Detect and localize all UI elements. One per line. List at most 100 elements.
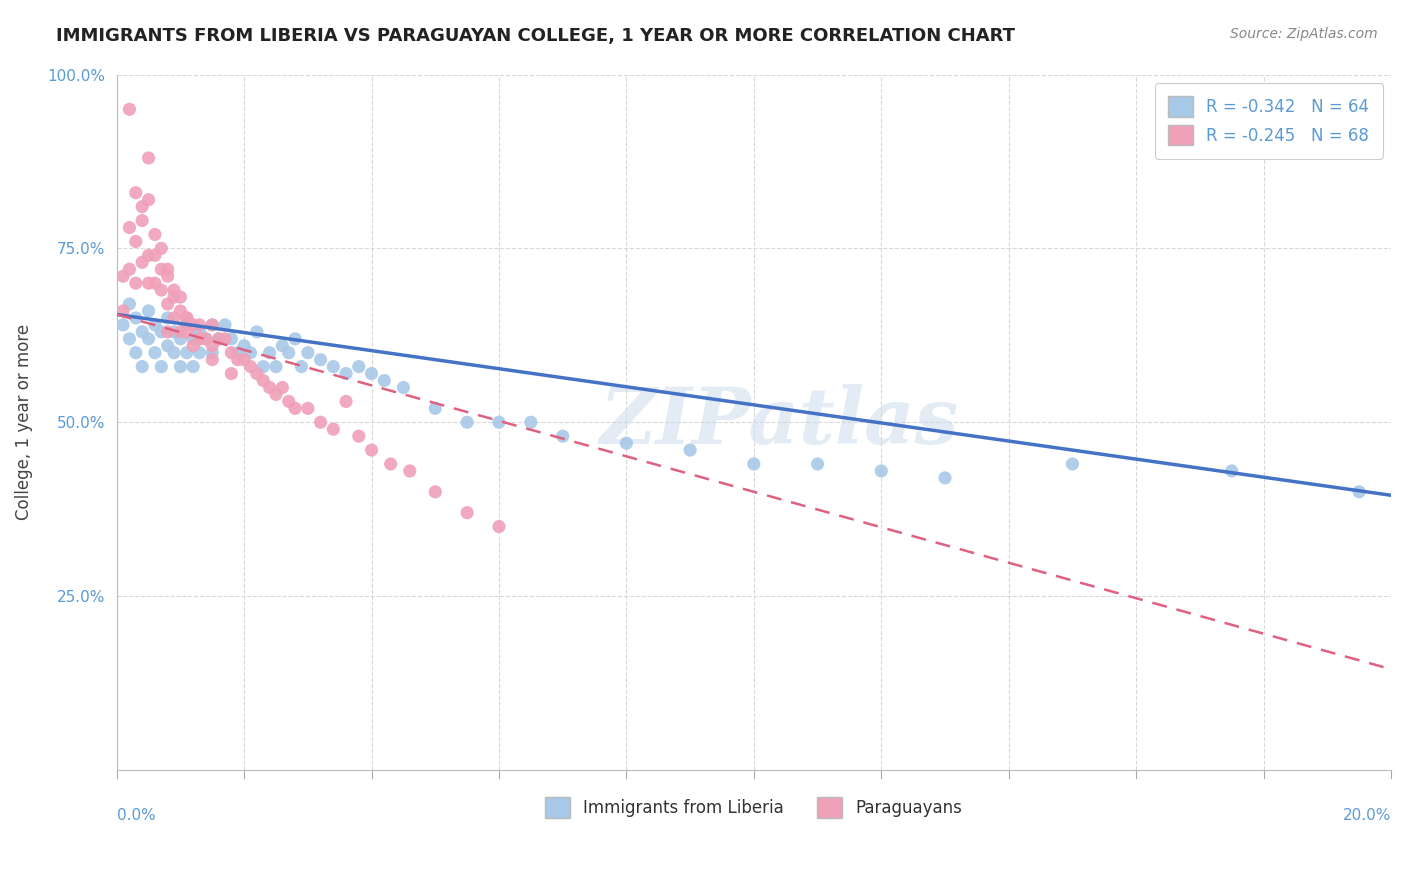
Point xyxy=(201,352,224,367)
Point xyxy=(138,276,160,290)
Point xyxy=(150,262,173,277)
Point xyxy=(138,193,160,207)
Point xyxy=(264,359,287,374)
Point xyxy=(425,484,447,499)
Point xyxy=(221,345,243,359)
Point xyxy=(551,429,574,443)
Point xyxy=(226,352,249,367)
Point xyxy=(679,443,702,458)
Point xyxy=(156,325,179,339)
Point xyxy=(347,429,370,443)
Point xyxy=(322,422,344,436)
Point xyxy=(360,443,382,458)
Point xyxy=(112,304,135,318)
Point xyxy=(252,374,274,388)
Point xyxy=(806,457,828,471)
Point xyxy=(284,332,307,346)
Point xyxy=(125,186,148,200)
Point xyxy=(143,227,166,242)
Point xyxy=(616,436,638,450)
Point xyxy=(194,332,217,346)
Text: ZIPatlas: ZIPatlas xyxy=(599,384,959,460)
Point xyxy=(131,359,153,374)
Point xyxy=(181,318,204,332)
Point xyxy=(138,151,160,165)
Point xyxy=(259,380,281,394)
Point xyxy=(150,283,173,297)
Point xyxy=(138,304,160,318)
Point xyxy=(125,235,148,249)
Point xyxy=(246,325,269,339)
Point xyxy=(125,276,148,290)
Point xyxy=(277,345,299,359)
Point xyxy=(208,332,231,346)
Point xyxy=(488,415,510,429)
Point xyxy=(194,332,217,346)
Point xyxy=(118,220,141,235)
Legend: Immigrants from Liberia, Paraguayans: Immigrants from Liberia, Paraguayans xyxy=(538,790,969,824)
Point xyxy=(138,332,160,346)
Point xyxy=(1062,457,1084,471)
Point xyxy=(271,380,294,394)
Point xyxy=(290,359,312,374)
Point xyxy=(221,332,243,346)
Point xyxy=(309,352,332,367)
Point xyxy=(742,457,765,471)
Point xyxy=(277,394,299,409)
Point xyxy=(309,415,332,429)
Point xyxy=(131,255,153,269)
Point xyxy=(176,325,198,339)
Point xyxy=(188,332,211,346)
Point xyxy=(181,332,204,346)
Point xyxy=(271,339,294,353)
Point xyxy=(143,276,166,290)
Point xyxy=(169,304,191,318)
Point xyxy=(246,367,269,381)
Point xyxy=(335,394,357,409)
Point xyxy=(163,290,186,304)
Point xyxy=(456,506,478,520)
Point xyxy=(373,374,395,388)
Point xyxy=(297,401,319,416)
Point xyxy=(188,318,211,332)
Point xyxy=(380,457,402,471)
Point xyxy=(456,415,478,429)
Point xyxy=(118,297,141,311)
Point xyxy=(176,310,198,325)
Point xyxy=(214,318,236,332)
Point xyxy=(169,325,191,339)
Point xyxy=(112,318,135,332)
Point xyxy=(360,367,382,381)
Point xyxy=(156,339,179,353)
Point xyxy=(181,359,204,374)
Point xyxy=(163,283,186,297)
Point xyxy=(347,359,370,374)
Point xyxy=(208,332,231,346)
Point xyxy=(221,367,243,381)
Point xyxy=(188,325,211,339)
Point xyxy=(226,345,249,359)
Point xyxy=(239,359,262,374)
Point xyxy=(520,415,543,429)
Point xyxy=(870,464,893,478)
Y-axis label: College, 1 year or more: College, 1 year or more xyxy=(15,324,32,520)
Point xyxy=(398,464,420,478)
Point xyxy=(176,318,198,332)
Point xyxy=(1220,464,1243,478)
Point xyxy=(150,325,173,339)
Point xyxy=(488,519,510,533)
Point xyxy=(188,345,211,359)
Point xyxy=(425,401,447,416)
Point xyxy=(118,332,141,346)
Point xyxy=(131,325,153,339)
Point xyxy=(335,367,357,381)
Point xyxy=(934,471,956,485)
Point xyxy=(233,339,256,353)
Point xyxy=(138,248,160,262)
Point xyxy=(163,325,186,339)
Point xyxy=(264,387,287,401)
Point xyxy=(181,339,204,353)
Point xyxy=(201,318,224,332)
Point xyxy=(118,262,141,277)
Point xyxy=(239,345,262,359)
